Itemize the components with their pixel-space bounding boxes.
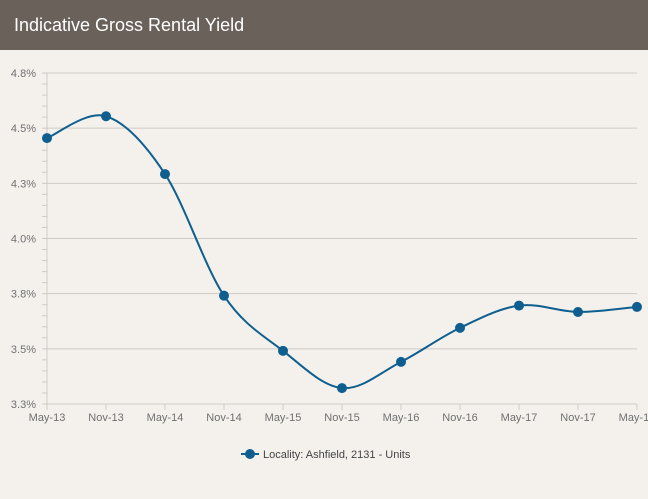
data-point <box>337 383 347 394</box>
series-line <box>46 114 638 390</box>
x-tick-label: Nov-15 <box>324 412 359 424</box>
data-point <box>455 322 465 333</box>
x-tick-label: Nov-14 <box>206 412 241 424</box>
x-tick-label: May-13 <box>29 412 66 424</box>
chart-title: Indicative Gross Rental Yield <box>14 15 245 35</box>
legend-marker <box>245 449 255 459</box>
data-point <box>514 300 524 311</box>
data-point <box>160 169 170 180</box>
x-tick-label: May-15 <box>265 412 302 424</box>
data-point <box>632 301 642 312</box>
y-tick-label: 3.3% <box>11 399 36 411</box>
y-tick-label: 3.8% <box>11 289 36 301</box>
data-point <box>278 345 288 356</box>
chart-header: Indicative Gross Rental Yield <box>0 0 648 50</box>
x-tick-label: May-16 <box>383 412 420 424</box>
x-tick-label: May-18 <box>619 412 648 424</box>
legend-label: Locality: Ashfield, 2131 - Units <box>263 449 411 461</box>
data-point <box>219 290 229 301</box>
data-point <box>573 306 583 317</box>
y-tick-label: 3.5% <box>11 344 36 356</box>
y-tick-label: 4.5% <box>11 123 36 135</box>
x-tick-label: May-17 <box>501 412 538 424</box>
data-point <box>101 111 111 122</box>
x-tick-label: May-14 <box>147 412 184 424</box>
x-tick-label: Nov-13 <box>88 412 123 424</box>
x-tick-label: Nov-16 <box>442 412 477 424</box>
data-point <box>396 356 406 367</box>
y-tick-label: 4.8% <box>11 68 36 80</box>
line-chart: 3.3% 3.5% 3.8% 4.0% 4.3% 4.5% 4.8% May-13 Nov-13… <box>11 68 648 461</box>
x-tick-label: Nov-17 <box>560 412 595 424</box>
y-tick-label: 4.0% <box>11 234 36 246</box>
y-tick-label: 4.3% <box>11 178 36 190</box>
data-point <box>42 133 52 144</box>
